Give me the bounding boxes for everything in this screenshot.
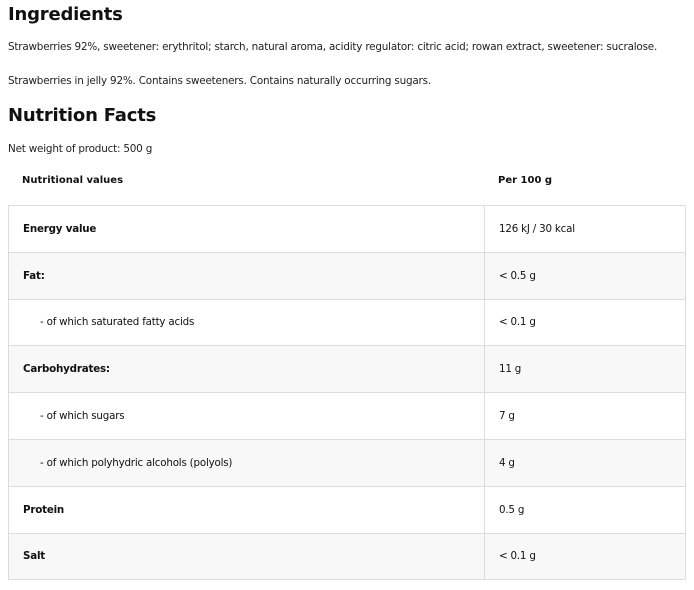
table-row: Salt < 0.1 g — [8, 532, 686, 581]
table-row: - of which sugars 7 g — [8, 392, 686, 440]
row-value: < 0.1 g — [484, 298, 686, 347]
row-value: < 0.1 g — [484, 532, 686, 581]
row-label: Energy value — [8, 205, 485, 253]
row-value: 11 g — [484, 345, 686, 394]
row-value: < 0.5 g — [484, 251, 686, 300]
row-label: Fat: — [8, 251, 485, 300]
net-weight: Net weight of product: 500 g — [8, 143, 153, 155]
row-value: 126 kJ / 30 kcal — [484, 205, 686, 253]
ingredients-text: Strawberries 92%, sweetener: erythritol;… — [8, 41, 658, 53]
row-label: Salt — [8, 532, 485, 581]
ingredients-title: Ingredients — [8, 4, 123, 25]
row-label: Protein — [8, 485, 485, 534]
table-row: Energy value 126 kJ / 30 kcal — [8, 205, 686, 253]
row-value: 0.5 g — [484, 485, 686, 534]
table-row: Carbohydrates: 11 g — [8, 345, 686, 394]
nutrition-table: Energy value 126 kJ / 30 kcal Fat: < 0.5 g… — [8, 205, 686, 581]
row-label: - of which saturated fatty acids — [8, 298, 485, 347]
table-row: - of which polyhydric alcohols (polyols)… — [8, 438, 686, 487]
row-label: - of which sugars — [8, 392, 485, 440]
ingredients-note: Strawberries in jelly 92%. Contains swee… — [8, 75, 431, 87]
table-header: Nutritional values Per 100 g — [8, 175, 685, 189]
row-label: Carbohydrates: — [8, 345, 485, 394]
row-value: 4 g — [484, 438, 686, 487]
header-per-100g: Per 100 g — [498, 175, 553, 186]
nutrition-title: Nutrition Facts — [8, 105, 157, 126]
table-row: Protein 0.5 g — [8, 485, 686, 534]
table-row: Fat: < 0.5 g — [8, 251, 686, 300]
header-nutritional-values: Nutritional values — [22, 175, 124, 186]
row-label: - of which polyhydric alcohols (polyols) — [8, 438, 485, 487]
table-row: - of which saturated fatty acids < 0.1 g — [8, 298, 686, 347]
row-value: 7 g — [484, 392, 686, 440]
